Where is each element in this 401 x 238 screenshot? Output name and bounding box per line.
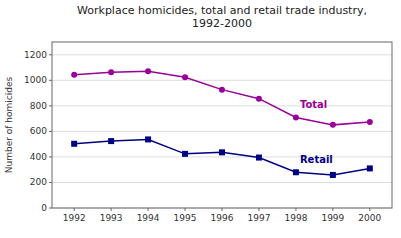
grid-line — [52, 54, 392, 55]
plot-area — [71, 68, 373, 178]
grid-line — [52, 131, 392, 132]
chart: Workplace homicides, total and retail tr… — [0, 0, 401, 238]
grid-line — [52, 182, 392, 183]
series-line — [74, 139, 370, 174]
y-tick-label: 200 — [30, 177, 47, 187]
x-tick-label: 1999 — [321, 213, 344, 223]
grid-line — [52, 80, 392, 81]
x-tick-label: 2000 — [358, 213, 381, 223]
marker — [145, 68, 151, 74]
marker — [108, 138, 114, 144]
marker — [256, 155, 262, 161]
series-label: Total — [300, 99, 327, 110]
y-tick-label: 0 — [41, 203, 47, 213]
marker — [330, 122, 336, 128]
marker — [71, 141, 77, 147]
marker — [293, 169, 299, 175]
series-label: Retail — [300, 154, 333, 165]
grid-line — [52, 105, 392, 106]
plot-frame — [52, 42, 392, 208]
marker — [219, 87, 225, 93]
y-tick-label: 800 — [30, 101, 47, 111]
y-axis-label: Number of homicides — [4, 76, 14, 173]
x-tick-label: 1997 — [248, 213, 271, 223]
marker — [71, 72, 77, 78]
marker — [145, 136, 151, 142]
marker — [293, 114, 299, 120]
marker — [367, 165, 373, 171]
x-tick-label: 1996 — [211, 213, 234, 223]
grid-line — [52, 156, 392, 157]
marker — [367, 119, 373, 125]
marker — [330, 172, 336, 178]
x-tick-label: 1998 — [284, 213, 307, 223]
y-tick-label: 400 — [30, 152, 47, 162]
marker — [256, 96, 262, 102]
marker — [108, 69, 114, 75]
series-line — [74, 71, 370, 125]
x-tick-label: 1994 — [137, 213, 160, 223]
marker — [219, 149, 225, 155]
marker — [182, 74, 188, 80]
y-tick-label: 1000 — [24, 75, 47, 85]
marker — [182, 151, 188, 157]
x-tick-label: 1993 — [100, 213, 123, 223]
y-tick-label: 600 — [30, 126, 47, 136]
y-tick-label: 1200 — [24, 50, 47, 60]
x-tick-label: 1995 — [174, 213, 197, 223]
title: Workplace homicides, total and retail tr… — [77, 4, 367, 30]
x-tick-label: 1992 — [63, 213, 86, 223]
